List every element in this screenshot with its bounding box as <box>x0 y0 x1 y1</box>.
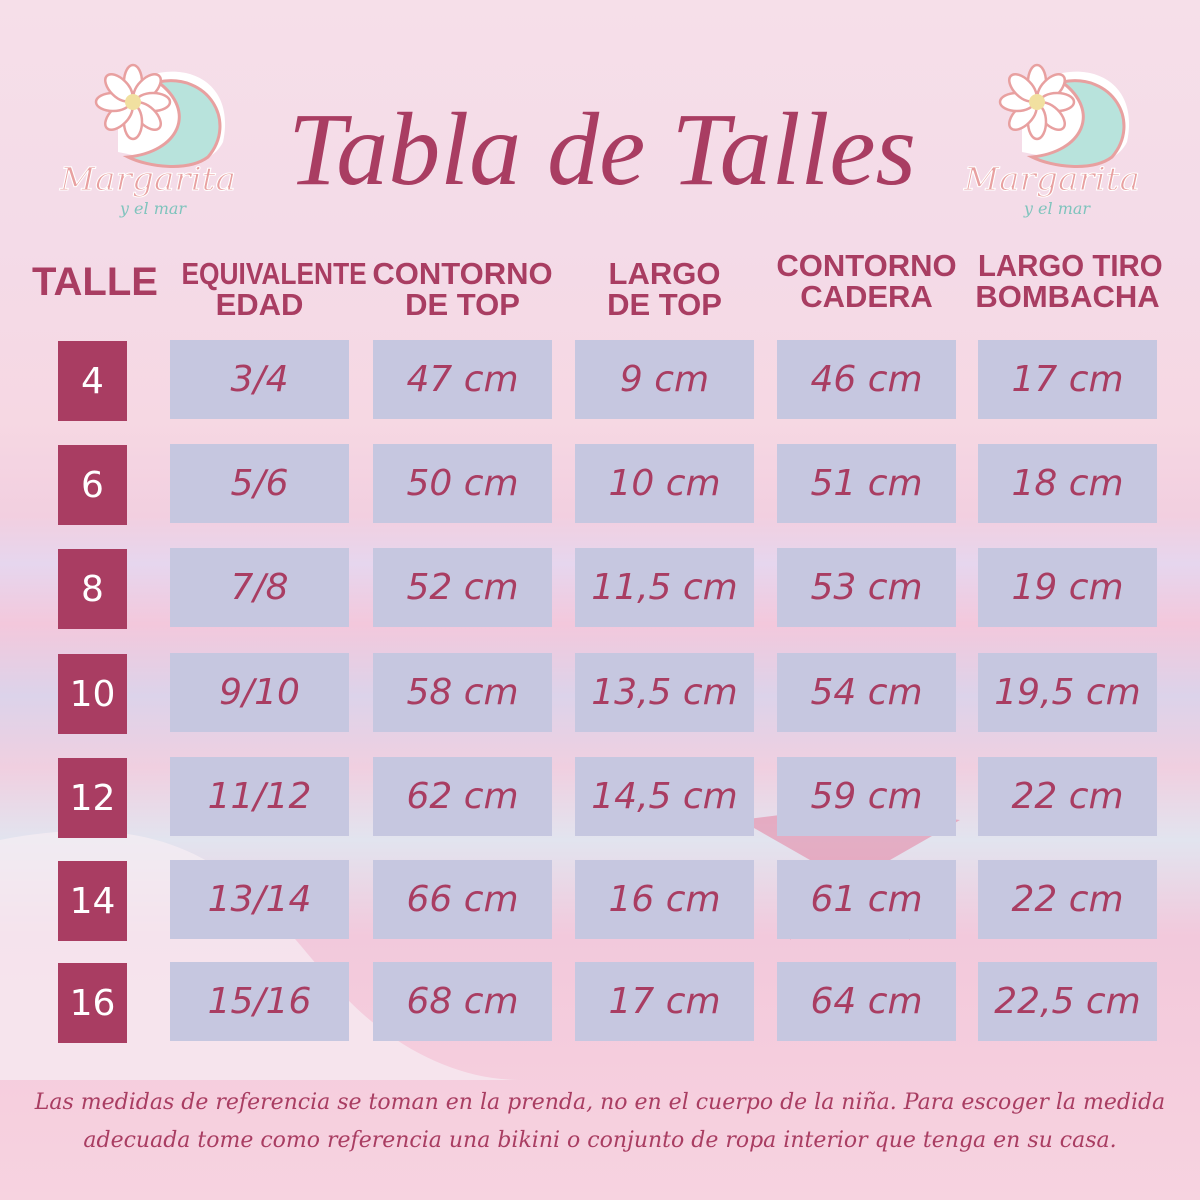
page-title-text: Tabla de Talles <box>287 92 917 207</box>
table-cell: 62 cm <box>373 757 552 836</box>
table-cell: 54 cm <box>777 653 956 732</box>
size-label: 8 <box>58 549 127 629</box>
svg-text:y el mar: y el mar <box>1023 199 1092 218</box>
daisy-icon <box>998 63 1076 141</box>
size-label: 6 <box>58 445 127 525</box>
footer-line-2: adecuada tome como referencia una bikini… <box>83 1128 1117 1153</box>
table-cell: 9/10 <box>170 653 349 732</box>
column-header: EQUIVALENTE EDAD <box>165 258 366 322</box>
table-cell: 16 cm <box>575 860 754 939</box>
table-cell: 10 cm <box>575 444 754 523</box>
table-cell: 7/8 <box>170 548 349 627</box>
table-cell: 64 cm <box>777 962 956 1041</box>
page-title: Tabla de Talles <box>262 70 942 230</box>
column-header: CONTORNO CADERA <box>772 250 961 312</box>
column-header-line: CADERA <box>800 279 933 314</box>
table-cell: 18 cm <box>978 444 1157 523</box>
column-header-line: CONTORNO <box>776 248 957 283</box>
column-header-line: BOMBACHA <box>975 279 1160 314</box>
table-cell: 53 cm <box>777 548 956 627</box>
table-cell: 13/14 <box>170 860 349 939</box>
column-header: CONTORNO DE TOP <box>368 258 557 320</box>
column-header: LARGO TIRO BOMBACHA <box>973 250 1162 312</box>
table-cell: 58 cm <box>373 653 552 732</box>
table-cell: 17 cm <box>575 962 754 1041</box>
table-cell: 17 cm <box>978 340 1157 419</box>
table-cell: 19 cm <box>978 548 1157 627</box>
size-label: 16 <box>58 963 127 1043</box>
size-label: 12 <box>58 758 127 838</box>
table-cell: 9 cm <box>575 340 754 419</box>
table-cell: 3/4 <box>170 340 349 419</box>
table-cell: 14,5 cm <box>575 757 754 836</box>
table-cell: 47 cm <box>373 340 552 419</box>
size-label: 4 <box>58 341 127 421</box>
table-cell: 22 cm <box>978 860 1157 939</box>
footer-line-1: Las medidas de referencia se toman en la… <box>34 1090 1166 1115</box>
daisy-icon <box>94 63 172 141</box>
table-cell: 50 cm <box>373 444 552 523</box>
table-cell: 22 cm <box>978 757 1157 836</box>
size-label: 14 <box>58 861 127 941</box>
column-header-line: TALLE <box>32 260 158 304</box>
column-header-line: LARGO TIRO <box>977 248 1163 283</box>
table-cell: 5/6 <box>170 444 349 523</box>
footer-note: Las medidas de referencia se toman en la… <box>20 1084 1180 1160</box>
column-header-line: EQUIVALENTE <box>181 256 367 291</box>
table-cell: 59 cm <box>777 757 956 836</box>
column-header-line: DE TOP <box>607 287 722 322</box>
column-header-line: LARGO <box>608 256 721 291</box>
table-cell: 13,5 cm <box>575 653 754 732</box>
table-cell: 66 cm <box>373 860 552 939</box>
table-cell: 11/12 <box>170 757 349 836</box>
table-cell: 15/16 <box>170 962 349 1041</box>
column-header-line: EDAD <box>215 287 304 322</box>
column-header: TALLE <box>30 262 160 302</box>
svg-text:Margarita: Margarita <box>963 160 1140 198</box>
table-cell: 22,5 cm <box>978 962 1157 1041</box>
column-header-line: CONTORNO <box>372 256 553 291</box>
table-cell: 61 cm <box>777 860 956 939</box>
column-header: LARGO DE TOP <box>570 258 759 320</box>
table-cell: 68 cm <box>373 962 552 1041</box>
table-cell: 52 cm <box>373 548 552 627</box>
brand-logo: Margarita y el mar <box>48 52 248 232</box>
size-label: 10 <box>58 654 127 734</box>
table-cell: 46 cm <box>777 340 956 419</box>
table-cell: 51 cm <box>777 444 956 523</box>
brand-logo: Margarita y el mar <box>952 52 1152 232</box>
table-cell: 11,5 cm <box>575 548 754 627</box>
table-cell: 19,5 cm <box>978 653 1157 732</box>
svg-text:y el mar: y el mar <box>119 199 188 218</box>
column-header-line: DE TOP <box>405 287 520 322</box>
svg-text:Margarita: Margarita <box>59 160 236 198</box>
